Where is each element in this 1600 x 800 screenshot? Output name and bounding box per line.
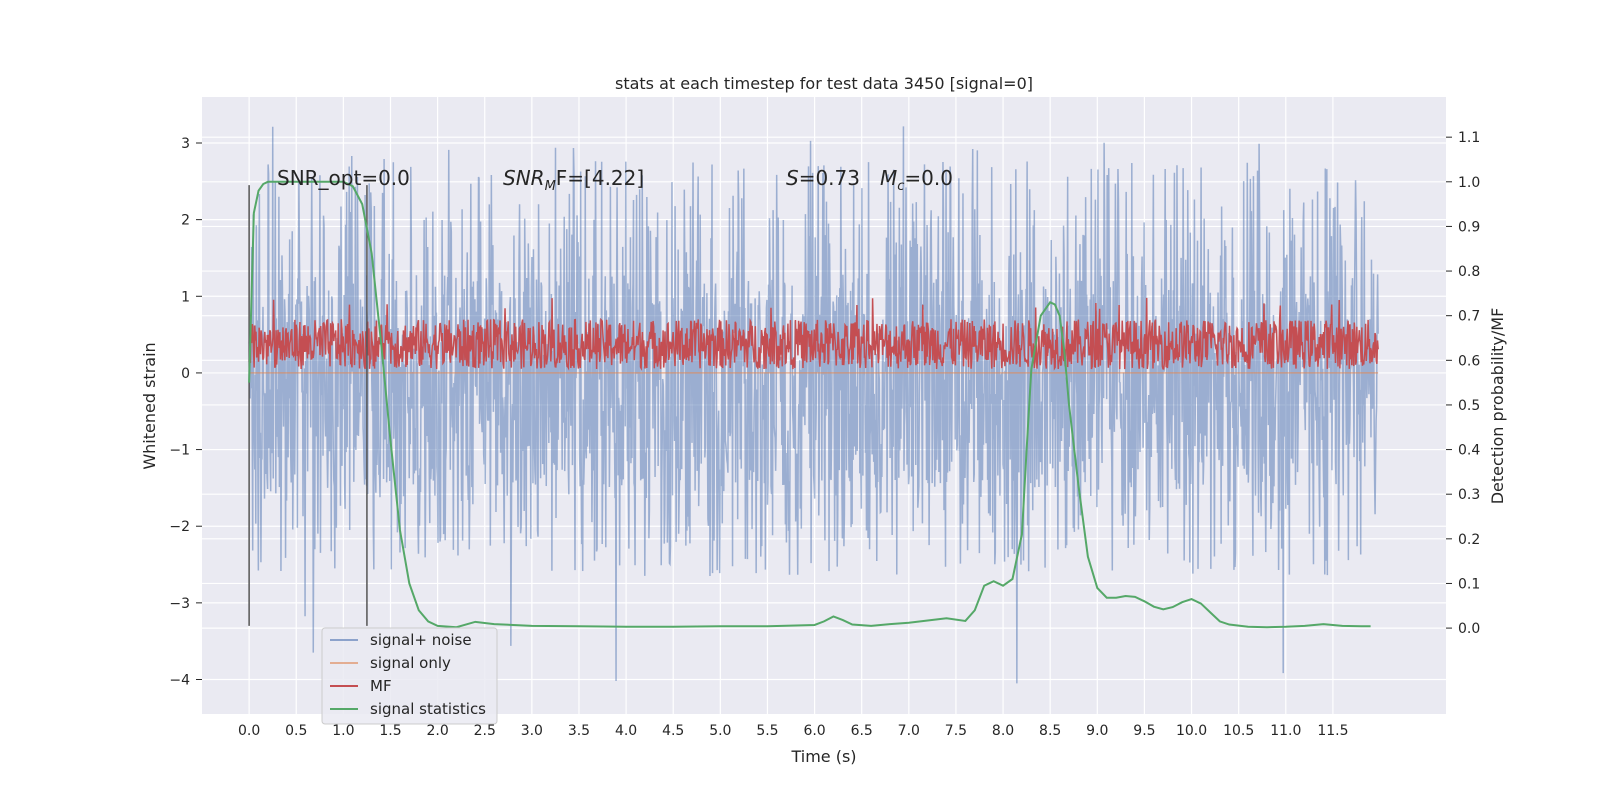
x-tick-label: 11.0 (1270, 723, 1301, 739)
y-left-tick-label: −1 (169, 443, 190, 459)
x-tick-label: 5.0 (709, 723, 731, 739)
y-right-tick-label: 0.6 (1458, 353, 1480, 369)
y-left-tick-label: −3 (169, 596, 190, 612)
mf-series (248, 297, 1379, 371)
y-right-tick-label: 0.0 (1458, 621, 1480, 637)
y-right-axis-ticks: 1.1 1.0 0.9 0.8 0.7 0.6 0.5 0.4 0.3 0.2 0.1 0.0 (1446, 130, 1480, 637)
x-tick-label: 6.0 (803, 723, 825, 739)
y-left-axis-label: Whitened strain (140, 342, 159, 469)
y-right-tick-label: 0.7 (1458, 309, 1480, 325)
y-left-tick-label: 2 (181, 213, 190, 229)
legend: signal+ noise signal only MF signal stat… (321, 627, 498, 725)
y-right-tick-label: 0.8 (1458, 264, 1480, 280)
y-right-tick-label: 1.0 (1458, 175, 1480, 191)
legend-label-signal-only: signal only (370, 654, 451, 672)
x-tick-label: 7.5 (945, 723, 967, 739)
y-right-tick-label: 0.3 (1458, 487, 1480, 503)
y-right-tick-label: 0.9 (1458, 219, 1480, 235)
x-tick-label: 4.0 (615, 723, 637, 739)
y-right-tick-label: 1.1 (1458, 130, 1480, 146)
legend-box (321, 627, 498, 725)
y-right-tick-label: 0.4 (1458, 443, 1480, 459)
x-tick-label: 5.5 (756, 723, 778, 739)
mchirp-annotation: Mc=0.0 (880, 166, 953, 194)
legend-label-mf: MF (370, 677, 392, 695)
x-tick-label: 2.0 (426, 723, 448, 739)
legend-label-signal-statistics: signal statistics (370, 700, 486, 718)
x-tick-label: 4.5 (662, 723, 684, 739)
y-right-axis-label: Detection probability/MF (1488, 308, 1507, 505)
y-left-tick-label: 3 (181, 136, 190, 152)
x-tick-label: 3.5 (568, 723, 590, 739)
y-left-axis-ticks: 3 2 1 0 −1 −2 −3 −4 (169, 136, 202, 689)
snr-mf-annotation: SNRMF=[4.22] (503, 166, 644, 194)
stat-s-annotation: S=0.73 (786, 166, 860, 190)
x-tick-label: 7.0 (898, 723, 920, 739)
x-tick-label: 1.5 (379, 723, 401, 739)
y-right-tick-label: 0.5 (1458, 398, 1480, 414)
signal-noise-series (248, 126, 1379, 684)
y-right-tick-label: 0.2 (1458, 532, 1480, 548)
x-tick-label: 3.0 (521, 723, 543, 739)
x-tick-label: 6.5 (851, 723, 873, 739)
x-tick-label: 10.0 (1176, 723, 1207, 739)
x-tick-label: 8.0 (992, 723, 1014, 739)
x-tick-label: 10.5 (1223, 723, 1254, 739)
x-tick-label: 9.0 (1086, 723, 1108, 739)
x-tick-label: 0.5 (285, 723, 307, 739)
x-tick-label: 0.0 (238, 723, 260, 739)
y-left-tick-label: −4 (169, 673, 190, 689)
x-axis-label: Time (s) (790, 747, 856, 766)
y-left-tick-label: −2 (169, 519, 190, 535)
snr-opt-annotation: SNR_opt=0.0 (277, 166, 410, 190)
vertical-markers (248, 185, 368, 626)
signal-statistics-series (248, 180, 1371, 629)
x-tick-label: 9.5 (1133, 723, 1155, 739)
chart-title: stats at each timestep for test data 345… (615, 74, 1033, 93)
legend-label-signal-noise: signal+ noise (370, 631, 472, 649)
x-tick-label: 11.5 (1317, 723, 1348, 739)
y-left-tick-label: 0 (181, 366, 190, 382)
y-left-tick-label: 1 (181, 289, 190, 305)
x-tick-label: 2.5 (474, 723, 496, 739)
x-tick-label: 1.0 (332, 723, 354, 739)
x-axis-ticks: 0.0 0.5 1.0 1.5 2.0 2.5 3.0 3.5 4.0 4.5 5.0 5.5 6.0 6… (238, 723, 1349, 739)
x-tick-label: 8.5 (1039, 723, 1061, 739)
y-right-tick-label: 0.1 (1458, 576, 1480, 592)
